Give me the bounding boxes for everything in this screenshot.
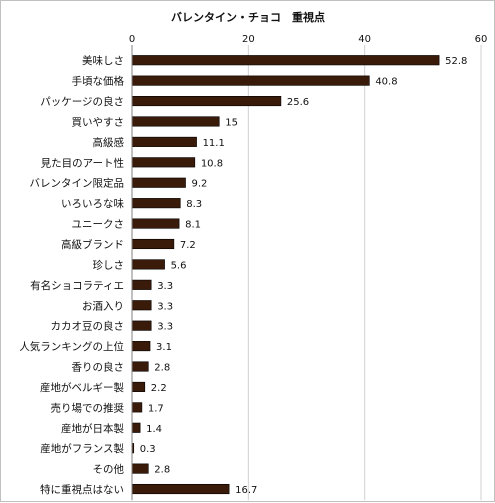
data-label-10: 7.2 <box>180 240 196 251</box>
bar-16 <box>131 361 149 372</box>
category-label-5: 高級感 <box>93 136 125 149</box>
data-label-14: 3.3 <box>157 322 173 333</box>
data-label-22: 16.7 <box>235 485 257 496</box>
category-label-15: 人気ランキングの上位 <box>19 340 124 353</box>
data-label-17: 2.2 <box>151 383 167 394</box>
category-label-7: バレンタイン限定品 <box>30 177 125 190</box>
data-label-13: 3.3 <box>157 301 173 312</box>
x-tick-label-20: 20 <box>242 34 255 45</box>
data-label-1: 52.8 <box>445 56 467 67</box>
data-label-5: 11.1 <box>203 138 225 149</box>
data-label-4: 15 <box>225 117 238 128</box>
category-label-17: 産地がベルギー製 <box>40 381 124 394</box>
bars <box>131 55 440 495</box>
data-label-16: 2.8 <box>154 363 170 374</box>
data-label-11: 5.6 <box>171 260 187 271</box>
data-label-3: 25.6 <box>287 97 309 108</box>
chart-title: バレンタイン・チョコ 重視点 <box>171 10 325 24</box>
bar-1 <box>131 55 440 66</box>
category-label-1: 美味しさ <box>82 54 124 67</box>
category-label-18: 売り場での推奨 <box>51 401 125 414</box>
bar-7 <box>131 177 186 188</box>
bar-5 <box>131 136 197 147</box>
data-label-7: 9.2 <box>192 179 208 190</box>
category-label-13: お酒入り <box>82 299 124 312</box>
data-label-19: 1.4 <box>146 424 162 435</box>
category-label-16: 香りの良さ <box>72 361 125 374</box>
data-label-20: 0.3 <box>140 444 156 455</box>
category-label-14: カカオ豆の良さ <box>51 320 125 333</box>
bar-15 <box>131 341 151 352</box>
bar-9 <box>131 218 180 229</box>
category-label-6: 見た目のアート性 <box>41 156 124 169</box>
category-label-22: 特に重視点はない <box>40 483 124 496</box>
data-label-21: 2.8 <box>154 465 170 476</box>
category-label-3: パッケージの良さ <box>40 95 124 108</box>
data-label-8: 8.3 <box>186 199 202 210</box>
data-label-6: 10.8 <box>201 158 223 169</box>
bar-8 <box>131 198 181 209</box>
category-label-10: 高級ブランド <box>61 238 124 251</box>
data-label-12: 3.3 <box>157 281 173 292</box>
bar-21 <box>131 463 149 474</box>
category-label-20: 産地がフランス製 <box>40 442 124 455</box>
category-label-11: 珍しさ <box>93 259 125 271</box>
x-tick-label-40: 40 <box>358 34 371 45</box>
category-label-21: その他 <box>93 463 125 476</box>
data-label-9: 8.1 <box>185 220 201 231</box>
bar-11 <box>131 259 165 270</box>
data-label-18: 1.7 <box>148 403 164 414</box>
x-axis-ticks: 0 20 40 60 <box>129 34 488 45</box>
x-tick-label-60: 60 <box>475 34 488 45</box>
bar-4 <box>131 116 220 127</box>
category-label-12: 有名ショコラティエ <box>30 279 124 292</box>
bar-3 <box>131 96 282 107</box>
bar-17 <box>131 381 146 392</box>
data-label-15: 3.1 <box>156 342 172 353</box>
bar-18 <box>131 402 143 413</box>
x-tick-label-0: 0 <box>129 34 135 45</box>
bar-12 <box>131 279 152 290</box>
bar-10 <box>131 238 175 250</box>
category-label-2: 手頃な価格 <box>72 75 125 88</box>
data-label-2: 40.8 <box>375 77 397 88</box>
category-label-9: ユニークさ <box>72 219 125 231</box>
bar-19 <box>131 422 141 433</box>
category-label-4: 買いやすさ <box>72 116 125 128</box>
bar-2 <box>131 75 370 86</box>
category-label-8: いろいろな味 <box>61 198 124 210</box>
bar-14 <box>131 320 152 331</box>
gridlines <box>247 45 482 501</box>
bar-22 <box>131 483 230 495</box>
category-label-19: 産地が日本製 <box>61 422 124 435</box>
bar-13 <box>131 300 152 311</box>
category-labels: 美味しさ手頃な価格パッケージの良さ買いやすさ高級感見た目のアート性バレンタイン限… <box>19 54 124 496</box>
bar-6 <box>131 157 196 168</box>
